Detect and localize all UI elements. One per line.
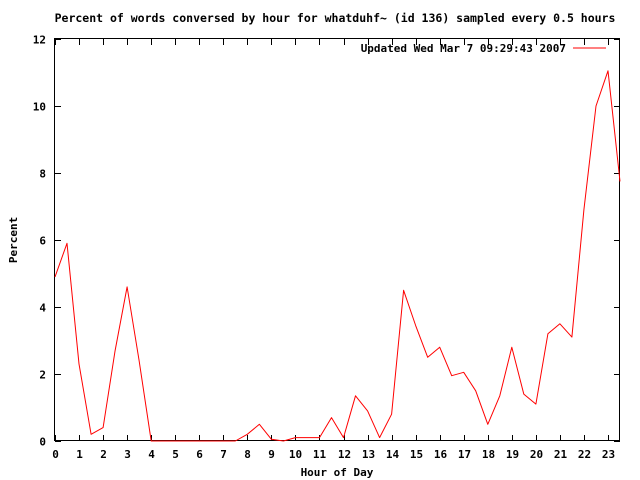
x-tick-label: 9	[268, 448, 275, 461]
x-tick-label: 3	[124, 448, 131, 461]
x-tick-label: 8	[244, 448, 251, 461]
x-tick-label: 13	[362, 448, 375, 461]
series-line	[54, 70, 621, 442]
y-tick-label: 12	[33, 34, 46, 47]
x-tick-label: 5	[172, 448, 179, 461]
y-tick-label: 2	[39, 369, 46, 382]
x-tick-label: 20	[530, 448, 543, 461]
x-tick-label: 21	[554, 448, 568, 461]
x-axis: 0 1 2 3 4 5 6 7 8 9 10 11 12 13 14 15 16 17 18 19 20 21 22 23	[52, 39, 615, 461]
x-tick-label: 0	[52, 448, 59, 461]
legend: Updated Wed Mar 7 09:29:43 2007	[361, 42, 606, 55]
x-tick-label: 4	[148, 448, 155, 461]
y-axis: 0 2 4 6 8 10 12	[33, 34, 620, 449]
x-tick-label: 1	[76, 448, 83, 461]
y-tick-label: 6	[39, 235, 46, 248]
y-tick-label: 0	[39, 436, 46, 449]
series-layer	[54, 70, 621, 442]
x-tick-label: 15	[410, 448, 423, 461]
plot-area-border	[54, 38, 620, 441]
y-tick-label: 10	[33, 101, 46, 114]
x-tick-label: 19	[506, 448, 519, 461]
x-tick-label: 11	[313, 448, 327, 461]
chart-title: Percent of words conversed by hour for w…	[55, 11, 616, 25]
x-tick-label: 23	[602, 448, 615, 461]
x-tick-label: 12	[338, 448, 351, 461]
x-tick-label: 16	[434, 448, 448, 461]
y-tick-label: 4	[39, 302, 46, 315]
x-tick-label: 22	[578, 448, 591, 461]
y-tick-label: 8	[39, 168, 46, 181]
y-axis-label: Percent	[7, 217, 20, 263]
x-tick-label: 14	[386, 448, 400, 461]
legend-label: Updated Wed Mar 7 09:29:43 2007	[361, 42, 566, 55]
x-tick-label: 7	[220, 448, 227, 461]
x-tick-label: 10	[289, 448, 302, 461]
x-tick-label: 2	[100, 448, 107, 461]
x-tick-label: 6	[196, 448, 203, 461]
x-axis-label: Hour of Day	[301, 466, 374, 479]
x-tick-label: 17	[458, 448, 471, 461]
x-tick-label: 18	[482, 448, 495, 461]
